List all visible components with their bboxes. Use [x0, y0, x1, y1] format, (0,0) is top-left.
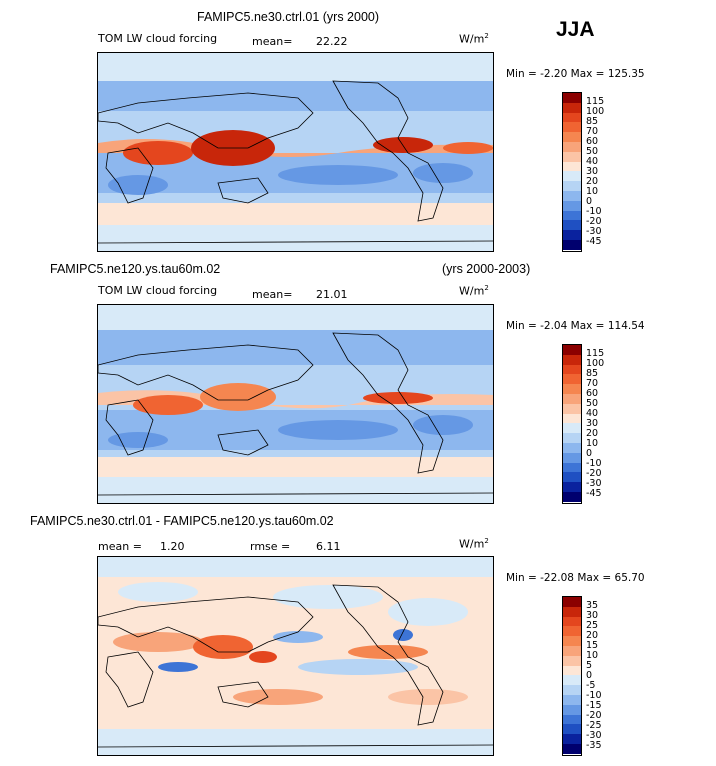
panel3-colorbar-tick: 35: [586, 600, 599, 611]
panel2-colorbar-tick: 70: [586, 378, 599, 389]
panel1-colorbar-tick: 20: [586, 176, 599, 187]
panel1-minmax: Min = -2.20 Max = 125.35: [506, 68, 645, 80]
panel1-colorbar-tick: 100: [586, 106, 605, 117]
panel3-colorbar-tick: -25: [586, 720, 602, 731]
panel3-colorbar: [562, 596, 582, 756]
panel1-colorbar-tick: 50: [586, 146, 599, 157]
panel2-colorbar-tick: 60: [586, 388, 599, 399]
panel1-colorbar-tick: 115: [586, 96, 605, 107]
panel1-coastline-antarctica: [98, 240, 493, 244]
panel2-minmax: Min = -2.04 Max = 114.54: [506, 320, 645, 332]
panel2-variable: TOM LW cloud forcing: [98, 284, 218, 297]
panel3-colorbar-tick: 20: [586, 630, 599, 641]
panel1-colorbar-tick: 0: [586, 196, 593, 207]
panel3-rmse-value: 6.11: [316, 540, 341, 553]
panel3-colorbar-tick: -20: [586, 710, 602, 721]
panel2-title: FAMIPC5.ne120.ys.tau60m.02: [50, 262, 221, 276]
panel2-colorbar-tick: -20: [586, 468, 602, 479]
panel3-colorbar-tick: -5: [586, 680, 596, 691]
panel3-map: [97, 556, 494, 756]
panel2-colorbar-tick: 20: [586, 428, 599, 439]
panel2-colorbar-tick: 85: [586, 368, 599, 379]
panel3-colorbar-tick: -35: [586, 740, 602, 751]
panel1-colorbar-tick: -10: [586, 206, 602, 217]
panel1-coastline-americas: [332, 80, 444, 222]
panel2-colorbar-tick: 30: [586, 418, 599, 429]
panel1-indian-ocean-maximum: [123, 141, 193, 165]
panel1-mean-label: mean=: [252, 35, 293, 48]
panel1-colorbar-tick: 70: [586, 126, 599, 137]
panel1-coastline-africa: [105, 147, 154, 204]
panel1-colorbar-tick: -30: [586, 226, 602, 237]
panel3-colorbar-tick: 30: [586, 610, 599, 621]
panel1-colorbar: [562, 92, 582, 252]
panel1-colorbar-tick: 85: [586, 116, 599, 127]
panel2-colorbar-tick: 50: [586, 398, 599, 409]
season-label: JJA: [556, 18, 595, 41]
panel3-colorbar-tick: -30: [586, 730, 602, 741]
panel3-title: FAMIPC5.ne30.ctrl.01 - FAMIPC5.ne120.ys.…: [30, 514, 334, 528]
panel2-years: (yrs 2000-2003): [442, 262, 531, 276]
panel2-mean-label: mean=: [252, 288, 293, 301]
panel1-title: FAMIPC5.ne30.ctrl.01 (yrs 2000): [197, 10, 380, 24]
panel3-mean-value: 1.20: [160, 540, 185, 553]
panel3-colorbar-tick: -10: [586, 690, 602, 701]
panel1-colorbar-tick: -20: [586, 216, 602, 227]
panel3-colorbar-tick: -15: [586, 700, 602, 711]
panel3-rmse-label: rmse =: [250, 540, 291, 553]
panel1-mean-value: 22.22: [316, 35, 348, 48]
panel2-colorbar-tick: -30: [586, 478, 602, 489]
panel1-map: [97, 52, 494, 252]
panel2-units: W/m2: [459, 284, 489, 298]
panel1-colorbar-tick: -45: [586, 236, 602, 247]
panel2-colorbar-tick: 0: [586, 448, 593, 459]
panel2-colorbar-tick: 40: [586, 408, 599, 419]
panel1-colorbar-tick: 60: [586, 136, 599, 147]
panel2-colorbar-tick: 10: [586, 438, 599, 449]
panel3-colorbar-tick: 5: [586, 660, 593, 671]
panel3-colorbar-tick: 15: [586, 640, 599, 651]
panel2-mean-value: 21.01: [316, 288, 348, 301]
panel2-map: [97, 304, 494, 504]
panel1-coastline-australia: [217, 177, 269, 204]
panel1-coastline-eurasia: [98, 92, 314, 149]
panel3-minmax: Min = -22.08 Max = 65.70: [506, 572, 645, 584]
panel2-colorbar-tick: 100: [586, 358, 605, 369]
panel2-colorbar-tick: -10: [586, 458, 602, 469]
panel2-colorbar-tick: -45: [586, 488, 602, 499]
panel2-colorbar: [562, 344, 582, 504]
panel3-colorbar-tick: 0: [586, 670, 593, 681]
panel1-colorbar-tick: 40: [586, 156, 599, 167]
panel2-colorbar-tick: 115: [586, 348, 605, 359]
panel1-units: W/m2: [459, 32, 489, 46]
panel1-colorbar-tick: 30: [586, 166, 599, 177]
panel3-mean-label: mean =: [98, 540, 142, 553]
panel1-variable: TOM LW cloud forcing: [98, 32, 218, 45]
panel3-colorbar-tick: 25: [586, 620, 599, 631]
panel3-colorbar-tick: 10: [586, 650, 599, 661]
panel3-units: W/m2: [459, 537, 489, 551]
panel1-colorbar-tick: 10: [586, 186, 599, 197]
